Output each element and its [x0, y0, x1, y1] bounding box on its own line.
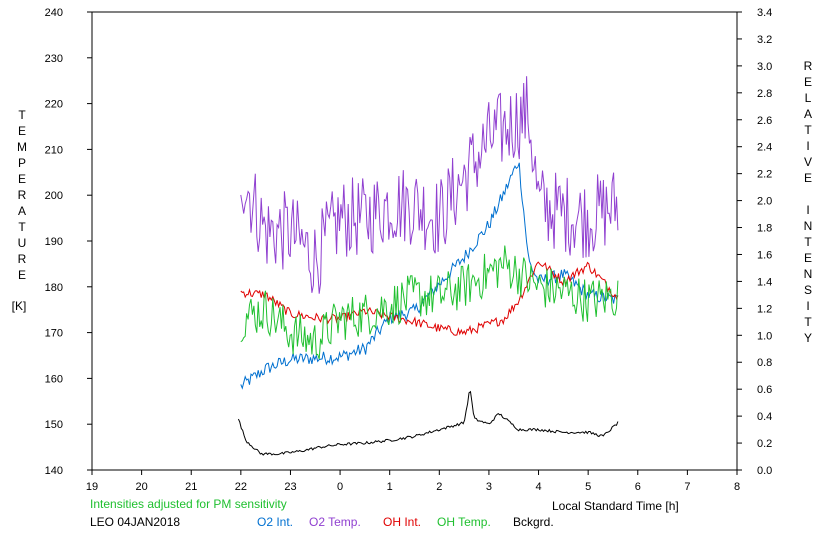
y-right-label-letter: L: [804, 91, 812, 105]
x-axis-label: Local Standard Time [h]: [552, 499, 679, 513]
y-right-tick-label: 2.6: [757, 115, 772, 127]
y-right-tick-label: 2.4: [757, 142, 772, 154]
y-right-label-letter: E: [803, 171, 812, 185]
y-right-label-letter: N: [803, 219, 813, 233]
series-line-oh-temp: [240, 245, 619, 360]
x-tick-label: 0: [337, 481, 343, 493]
x-tick-label: 20: [135, 481, 147, 493]
y-left-tick-label: 190: [45, 236, 63, 248]
legend-entry: OH Int.: [383, 515, 422, 529]
y-left-label-letter: A: [17, 204, 26, 218]
y-right-tick-label: 1.4: [757, 276, 772, 288]
y-right-tick-label: 2.0: [757, 196, 772, 208]
y-right-label-letter: T: [804, 315, 812, 329]
axis-ticks: 19 20 21 22 23 0 1 2 3 4 5 6 7 8140150160170180190200…: [45, 7, 773, 493]
y-left-label-letter: P: [17, 156, 26, 170]
y-right-label-letter: E: [803, 75, 812, 89]
y-right-tick-label: 3.4: [757, 7, 772, 19]
y-left-tick-label: 230: [45, 53, 63, 65]
y-right-tick-label: 0.2: [757, 438, 772, 450]
y-right-label-letter: I: [806, 203, 810, 217]
x-tick-label: 5: [585, 481, 591, 493]
y-right-tick-label: 2.8: [757, 88, 772, 100]
series-line-bckgrd: [237, 390, 619, 456]
y-left-label-letter: T: [18, 220, 26, 234]
y-right-label-letter: N: [803, 267, 813, 281]
y-left-tick-label: 200: [45, 190, 63, 202]
legend-entry: Bckgrd.: [513, 515, 554, 529]
x-tick-label: 1: [387, 481, 393, 493]
plot-frame: [91, 11, 738, 471]
x-tick-label: 23: [284, 481, 296, 493]
y-right-tick-label: 0.4: [757, 411, 772, 423]
y-left-label-letter: R: [17, 188, 27, 202]
x-tick-label: 7: [684, 481, 690, 493]
y-right-label-letter: I: [806, 299, 810, 313]
y-left-tick-label: 150: [45, 419, 63, 431]
y-right-label-letter: S: [803, 283, 812, 297]
x-tick-label: 21: [185, 481, 197, 493]
y-right-tick-label: 0.0: [757, 465, 772, 477]
y-right-tick-label: 2.2: [757, 169, 772, 181]
y-right-label-letter: Y: [803, 331, 812, 345]
station-label: LEO 04JAN2018: [90, 515, 181, 529]
y-left-label-letter: T: [18, 108, 26, 122]
x-tick-label: 8: [734, 481, 740, 493]
legend-entry: O2 Temp.: [309, 515, 361, 529]
y-left-tick-label: 220: [45, 99, 63, 111]
x-tick-label: 19: [86, 481, 98, 493]
y-left-label-letter: M: [17, 140, 27, 154]
x-tick-label: 6: [635, 481, 641, 493]
y-left-label-letter: E: [17, 124, 26, 138]
y-left-tick-label: 170: [45, 328, 63, 340]
y-right-tick-label: 3.2: [757, 34, 772, 46]
y-right-label-letter: E: [803, 251, 812, 265]
y-left-label-letter: E: [17, 268, 26, 282]
y-right-tick-label: 1.6: [757, 249, 772, 261]
y-right-tick-label: 1.8: [757, 223, 772, 235]
y-right-tick-label: 1.0: [757, 330, 772, 342]
y-right-tick-label: 1.2: [757, 303, 772, 315]
x-tick-label: 3: [486, 481, 492, 493]
series-line-oh-int: [240, 261, 619, 336]
series-line-o2-int: [240, 162, 619, 390]
y-right-tick-label: 0.8: [757, 357, 772, 369]
x-tick-label: 2: [436, 481, 442, 493]
y-right-tick-label: 3.0: [757, 61, 772, 73]
y-right-label-letter: I: [806, 139, 810, 153]
y-left-tick-label: 160: [45, 373, 63, 385]
legend-entry: OH Temp.: [437, 515, 491, 529]
y-right-tick-label: 0.6: [757, 384, 772, 396]
y-right-label-letter: V: [803, 155, 812, 169]
y-left-label-letter: E: [17, 172, 26, 186]
series-lines: [237, 76, 619, 456]
y-right-label-letter: A: [803, 107, 812, 121]
note-text: Intensities adjusted for PM sensitivity: [90, 497, 287, 511]
y-right-label-letter: T: [804, 235, 812, 249]
legend-entry: O2 Int.: [257, 515, 294, 529]
y-axis-left-unit: [K]: [11, 299, 27, 313]
y-left-tick-label: 240: [45, 7, 63, 19]
y-right-label-letter: T: [804, 123, 812, 137]
y-left-label-letter: U: [17, 236, 27, 250]
x-tick-label: 22: [235, 481, 247, 493]
y-right-label-letter: R: [803, 59, 813, 73]
y-left-label-letter: R: [17, 252, 27, 266]
series-line-o2-temp: [240, 76, 619, 294]
y-left-tick-label: 210: [45, 144, 63, 156]
y-left-tick-label: 180: [45, 282, 63, 294]
y-left-tick-label: 140: [45, 465, 63, 477]
x-tick-label: 4: [535, 481, 541, 493]
